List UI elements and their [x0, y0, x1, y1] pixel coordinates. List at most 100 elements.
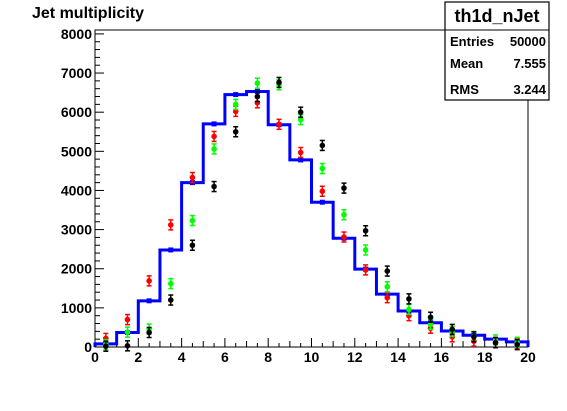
data-point	[167, 277, 174, 290]
point-marker	[427, 314, 434, 321]
data-point	[167, 294, 174, 306]
point-marker	[492, 339, 499, 346]
point-marker	[319, 165, 326, 172]
point-marker	[384, 268, 391, 274]
y-tick-label: 8000	[61, 26, 92, 42]
histogram-marker	[168, 247, 174, 253]
point-marker	[254, 93, 261, 100]
histogram-marker	[319, 199, 325, 205]
x-tick-label: 16	[434, 349, 450, 365]
point-marker	[103, 343, 109, 350]
point-marker	[297, 109, 304, 115]
point-marker	[362, 227, 369, 234]
x-tick-label: 18	[477, 349, 493, 365]
data-point	[319, 162, 326, 175]
y-tick-label: 4000	[61, 182, 92, 198]
point-marker	[384, 283, 391, 290]
stats-mean-label: Mean	[450, 56, 483, 71]
stats-mean-value: 7.555	[513, 56, 546, 71]
point-marker	[341, 211, 347, 218]
x-tick-label: 20	[520, 349, 536, 365]
point-marker	[362, 267, 369, 273]
x-tick-label: 6	[221, 349, 229, 365]
data-point	[362, 225, 369, 237]
point-marker	[211, 146, 217, 152]
y-tick-label: 2000	[61, 261, 92, 277]
point-marker	[406, 306, 412, 313]
x-tick-label: 0	[91, 349, 99, 365]
data-point	[189, 214, 196, 227]
chart-title: Jet multiplicity	[32, 5, 144, 22]
stats-rms-value: 3.244	[513, 82, 546, 97]
stats-entries-value: 50000	[510, 34, 546, 49]
data-point	[297, 146, 304, 159]
x-tick-label: 2	[134, 349, 142, 365]
data-point	[319, 139, 326, 152]
point-marker	[384, 294, 391, 301]
point-marker	[232, 101, 239, 108]
y-tick-label: 6000	[61, 104, 92, 120]
point-marker	[167, 297, 174, 303]
data-point	[211, 180, 217, 193]
histogram-marker	[233, 92, 239, 98]
point-marker	[276, 121, 282, 128]
point-marker	[146, 278, 152, 284]
point-marker	[189, 174, 196, 181]
data-point	[384, 265, 391, 277]
point-marker	[124, 329, 131, 335]
data-point	[471, 331, 477, 343]
data-point	[254, 77, 261, 89]
data-point	[384, 291, 391, 304]
histogram-line	[93, 89, 530, 347]
point-marker	[124, 316, 131, 323]
point-marker	[276, 79, 282, 86]
data-point	[449, 323, 456, 336]
point-marker	[297, 116, 304, 123]
data-point	[514, 338, 520, 351]
data-point	[341, 231, 347, 243]
data-point	[254, 90, 261, 103]
point-marker	[471, 334, 477, 340]
y-tick-label: 7000	[61, 65, 92, 81]
point-marker	[341, 234, 347, 240]
data-point	[362, 264, 369, 276]
point-marker	[232, 128, 239, 135]
data-point	[406, 293, 412, 305]
y-tick-label: 3000	[61, 222, 92, 238]
data-point	[276, 118, 282, 131]
y-tick-label: 0	[84, 339, 92, 355]
point-marker	[254, 80, 261, 87]
point-marker	[167, 222, 174, 228]
data-point	[189, 239, 196, 251]
x-tick-label: 14	[390, 349, 406, 365]
data-point	[103, 340, 109, 352]
data-point	[427, 311, 434, 324]
data-point	[362, 244, 369, 256]
data-point	[341, 182, 347, 194]
data-point	[492, 336, 499, 349]
x-tick-label: 12	[347, 349, 363, 365]
point-marker	[167, 280, 174, 287]
point-marker	[319, 142, 326, 149]
stats-rms-label: RMS	[450, 82, 479, 97]
point-marker	[362, 247, 369, 253]
point-marker	[146, 329, 152, 336]
x-tick-label: 10	[304, 349, 320, 365]
data-point	[341, 208, 347, 221]
point-marker	[189, 242, 196, 249]
stats-title: th1d_nJet	[454, 6, 539, 26]
point-marker	[341, 185, 347, 191]
y-tick-label: 5000	[61, 143, 92, 159]
point-marker	[124, 343, 131, 349]
data-point	[124, 313, 131, 326]
stats-entries-label: Entries	[450, 34, 494, 49]
data-point	[146, 275, 152, 287]
data-point	[189, 171, 196, 184]
data-point	[211, 143, 217, 155]
point-marker	[189, 217, 196, 224]
points-layer	[103, 76, 520, 352]
histogram-layer	[93, 88, 530, 347]
x-tick-label: 4	[178, 349, 186, 365]
data-point	[167, 219, 174, 231]
data-point	[297, 106, 304, 118]
